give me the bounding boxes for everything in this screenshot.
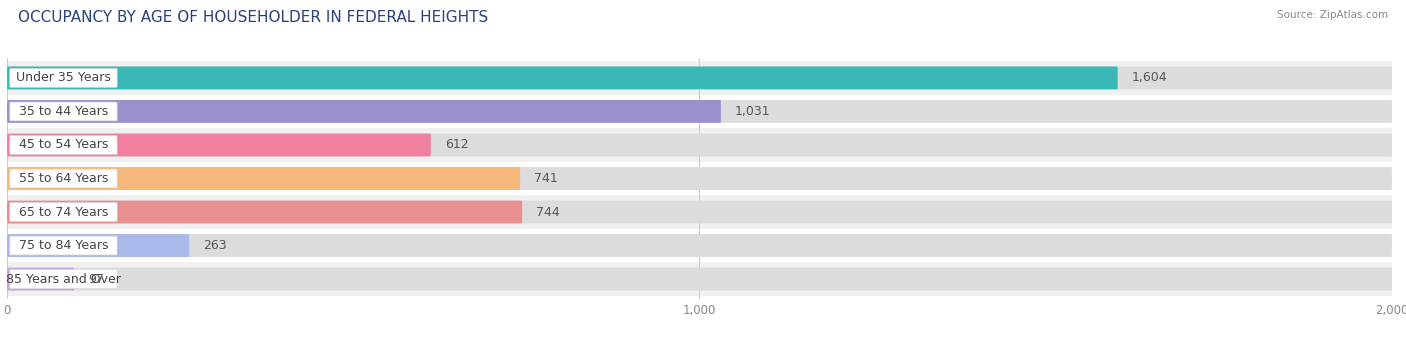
Text: 55 to 64 Years: 55 to 64 Years (18, 172, 108, 185)
Text: 97: 97 (89, 273, 104, 286)
FancyBboxPatch shape (7, 234, 1392, 257)
FancyBboxPatch shape (10, 169, 117, 188)
FancyBboxPatch shape (7, 201, 1392, 223)
FancyBboxPatch shape (10, 69, 117, 87)
Text: 612: 612 (444, 138, 468, 152)
FancyBboxPatch shape (7, 134, 430, 156)
FancyBboxPatch shape (7, 100, 721, 123)
FancyBboxPatch shape (10, 102, 117, 121)
FancyBboxPatch shape (7, 167, 520, 190)
FancyBboxPatch shape (10, 136, 117, 154)
FancyBboxPatch shape (7, 162, 1392, 195)
FancyBboxPatch shape (7, 268, 1392, 290)
Text: 1,031: 1,031 (735, 105, 770, 118)
Text: Source: ZipAtlas.com: Source: ZipAtlas.com (1277, 10, 1388, 20)
FancyBboxPatch shape (7, 229, 1392, 262)
FancyBboxPatch shape (10, 203, 117, 221)
FancyBboxPatch shape (7, 100, 1392, 123)
FancyBboxPatch shape (7, 67, 1118, 89)
FancyBboxPatch shape (7, 201, 522, 223)
FancyBboxPatch shape (7, 134, 1392, 156)
FancyBboxPatch shape (7, 268, 75, 290)
FancyBboxPatch shape (10, 270, 117, 288)
FancyBboxPatch shape (10, 236, 117, 255)
FancyBboxPatch shape (7, 128, 1392, 162)
Text: 45 to 54 Years: 45 to 54 Years (18, 138, 108, 152)
FancyBboxPatch shape (7, 262, 1392, 296)
FancyBboxPatch shape (7, 61, 1392, 95)
Text: 744: 744 (536, 205, 560, 219)
FancyBboxPatch shape (7, 234, 190, 257)
Text: Under 35 Years: Under 35 Years (15, 71, 111, 84)
Text: 263: 263 (202, 239, 226, 252)
FancyBboxPatch shape (7, 67, 1392, 89)
FancyBboxPatch shape (7, 195, 1392, 229)
Text: 35 to 44 Years: 35 to 44 Years (18, 105, 108, 118)
Text: OCCUPANCY BY AGE OF HOUSEHOLDER IN FEDERAL HEIGHTS: OCCUPANCY BY AGE OF HOUSEHOLDER IN FEDER… (18, 10, 488, 25)
FancyBboxPatch shape (7, 95, 1392, 128)
Text: 1,604: 1,604 (1132, 71, 1167, 84)
Text: 741: 741 (534, 172, 558, 185)
Text: 65 to 74 Years: 65 to 74 Years (18, 205, 108, 219)
Text: 85 Years and Over: 85 Years and Over (6, 273, 121, 286)
FancyBboxPatch shape (7, 167, 1392, 190)
Text: 75 to 84 Years: 75 to 84 Years (18, 239, 108, 252)
